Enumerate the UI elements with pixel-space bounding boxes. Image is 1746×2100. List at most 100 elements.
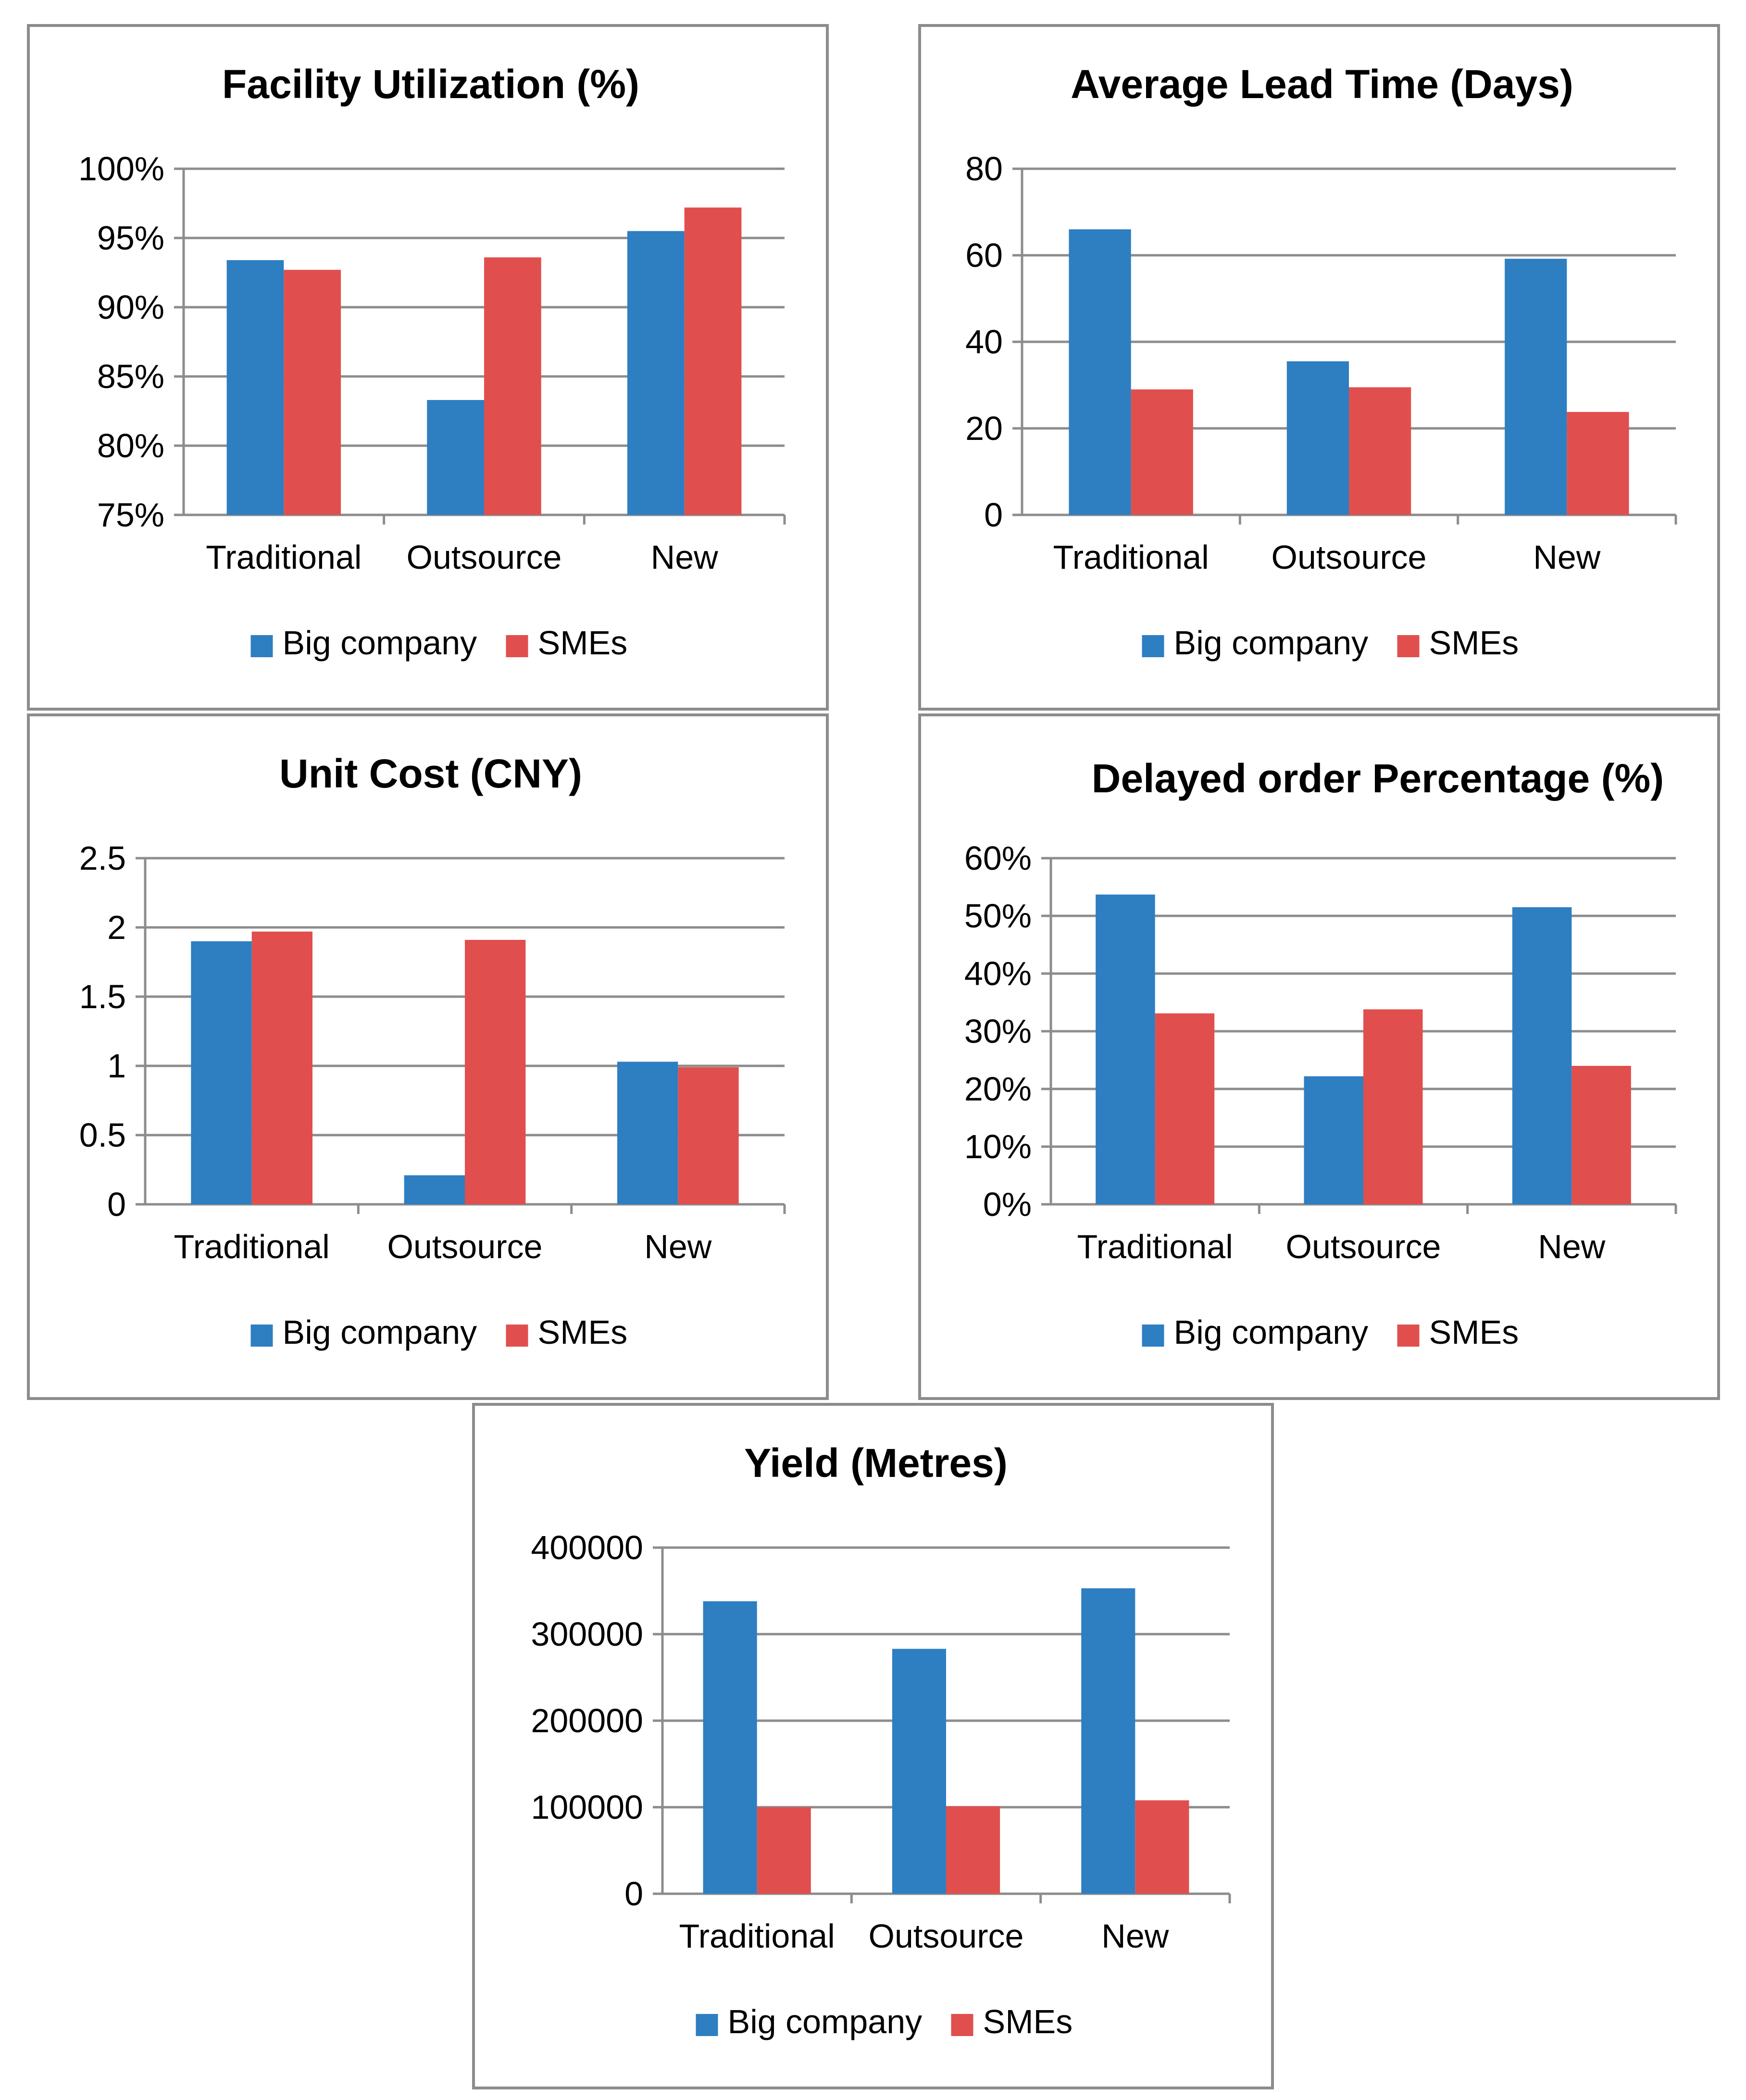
bar-big-company-traditional xyxy=(1096,894,1155,1204)
y-tick-label: 30% xyxy=(964,1012,1032,1050)
chart-facility-utilization: Facility Utilization (%) 75% 80% 85% 90% 95% 1… xyxy=(78,62,786,662)
bar-big-company-new xyxy=(1505,259,1567,515)
x-category-label: Outsource xyxy=(387,1228,543,1265)
y-tick-label: 75% xyxy=(97,496,164,534)
bar-big-company-new xyxy=(617,1062,678,1204)
bar-smes-traditional xyxy=(284,270,341,515)
legend-label-smes: SMEs xyxy=(1429,1313,1519,1351)
y-tick-label: 1 xyxy=(107,1047,126,1085)
legend-label-smes: SMEs xyxy=(538,624,628,662)
y-tick-label: 300000 xyxy=(531,1615,643,1653)
chart-panel-facility-utilization: Facility Utilization (%) 75% 80% 85% 90% 95% 1… xyxy=(27,24,829,711)
y-tick-label: 40% xyxy=(964,955,1032,992)
x-category-label: Traditional xyxy=(1053,538,1209,576)
bar-smes-traditional xyxy=(1131,389,1193,515)
bar-big-company-outsource xyxy=(427,400,484,515)
y-tick-label: 95% xyxy=(97,219,164,257)
y-tick-label: 80 xyxy=(965,150,1003,188)
bar-smes-new xyxy=(1571,1066,1631,1204)
x-category-label: Traditional xyxy=(679,1917,835,1955)
x-category-label: Outsource xyxy=(1286,1228,1441,1265)
legend-label-big-company: Big company xyxy=(283,624,477,662)
bar-smes-new xyxy=(678,1067,739,1204)
legend-label-big-company: Big company xyxy=(1174,1313,1369,1351)
bar-big-company-new xyxy=(1512,907,1572,1204)
x-category-label: Traditional xyxy=(206,538,362,576)
y-tick-label: 2 xyxy=(107,909,126,946)
chart-panel-yield: Yield (Metres) 0 100000 200000 300000 400000 T… xyxy=(472,1403,1274,2089)
chart-legend: Big company SMEs xyxy=(250,624,628,662)
legend-swatch-smes xyxy=(1397,1325,1420,1347)
y-tick-label: 40 xyxy=(965,323,1003,361)
legend-label-big-company: Big company xyxy=(1174,624,1369,662)
legend-swatch-smes xyxy=(506,635,528,657)
bar-big-company-new xyxy=(1081,1588,1135,1894)
legend-swatch-big-company xyxy=(250,635,273,657)
bar-big-company-outsource xyxy=(1286,361,1349,515)
chart-title: Unit Cost (CNY) xyxy=(279,751,582,796)
y-tick-label: 0.5 xyxy=(79,1116,126,1154)
chart-unit-cost: Unit Cost (CNY) 0 0.5 1 1.5 2 2.5 Traditional Ou… xyxy=(79,751,786,1351)
bar-smes-traditional xyxy=(1155,1013,1215,1204)
bar-big-company-outsource xyxy=(1304,1076,1363,1204)
x-category-label: Outsource xyxy=(407,538,562,576)
legend-swatch-big-company xyxy=(250,1325,273,1347)
chart-title: Facility Utilization (%) xyxy=(222,62,639,107)
legend-label-smes: SMEs xyxy=(1429,624,1519,662)
y-tick-label: 85% xyxy=(97,358,164,395)
y-tick-label: 0 xyxy=(107,1186,126,1223)
chart-panel-unit-cost: Unit Cost (CNY) 0 0.5 1 1.5 2 2.5 Traditional Ou… xyxy=(27,713,829,1400)
y-tick-label: 20% xyxy=(964,1070,1032,1108)
bar-smes-new xyxy=(684,207,742,515)
y-tick-label: 100% xyxy=(78,150,164,188)
legend-label-smes: SMEs xyxy=(538,1313,628,1351)
y-tick-label: 2.5 xyxy=(79,839,126,877)
chart-title: Yield (Metres) xyxy=(744,1440,1008,1486)
chart-average-lead-time: Average Lead Time (Days) 0 20 40 60 80 Traditi… xyxy=(965,62,1677,662)
y-tick-label: 1.5 xyxy=(79,978,126,1015)
y-tick-label: 10% xyxy=(964,1128,1032,1165)
bar-big-company-outsource xyxy=(892,1649,946,1894)
y-tick-label: 0 xyxy=(624,1875,643,1912)
y-tick-label: 20 xyxy=(965,410,1003,447)
bar-smes-outsource xyxy=(484,257,541,515)
bar-smes-new xyxy=(1567,412,1629,515)
bar-smes-outsource xyxy=(946,1806,1000,1894)
chart-legend: Big company SMEs xyxy=(1142,624,1519,662)
bar-smes-traditional xyxy=(251,931,313,1204)
chart-delayed-order-percentage: Delayed order Percentage (%) 0% 10% 20% 30% 4… xyxy=(964,756,1677,1351)
chart-panel-delayed-order-percentage: Delayed order Percentage (%) 0% 10% 20% 30% 4… xyxy=(918,713,1720,1400)
y-tick-label: 60 xyxy=(965,237,1003,274)
legend-label-big-company: Big company xyxy=(283,1313,477,1351)
bar-smes-new xyxy=(1135,1800,1189,1894)
chart-panel-average-lead-time: Average Lead Time (Days) 0 20 40 60 80 Traditi… xyxy=(918,24,1720,711)
chart-title: Delayed order Percentage (%) xyxy=(1092,756,1664,801)
bar-smes-outsource xyxy=(465,939,526,1204)
bar-big-company-traditional xyxy=(1069,229,1131,515)
legend-label-big-company: Big company xyxy=(728,2003,923,2040)
chart-legend: Big company SMEs xyxy=(1142,1313,1519,1351)
x-category-label: New xyxy=(1533,538,1600,576)
bar-smes-outsource xyxy=(1363,1009,1423,1204)
legend-swatch-big-company xyxy=(1142,1325,1164,1347)
chart-legend: Big company SMEs xyxy=(696,2003,1073,2040)
x-category-label: New xyxy=(644,1228,711,1265)
x-category-label: Traditional xyxy=(174,1228,330,1265)
y-tick-label: 400000 xyxy=(531,1529,643,1566)
chart-legend: Big company SMEs xyxy=(250,1313,628,1351)
y-tick-label: 50% xyxy=(964,897,1032,935)
y-tick-label: 60% xyxy=(964,839,1032,877)
y-tick-label: 100000 xyxy=(531,1788,643,1826)
y-tick-label: 0% xyxy=(983,1186,1032,1223)
bar-big-company-new xyxy=(627,231,685,515)
chart-title: Average Lead Time (Days) xyxy=(1071,62,1573,107)
x-category-label: New xyxy=(1101,1917,1169,1955)
bar-big-company-traditional xyxy=(226,260,284,515)
bar-big-company-outsource xyxy=(404,1175,465,1204)
legend-swatch-smes xyxy=(506,1325,528,1347)
legend-swatch-big-company xyxy=(1142,635,1164,657)
y-tick-label: 200000 xyxy=(531,1702,643,1739)
y-tick-label: 90% xyxy=(97,288,164,326)
x-category-label: Outsource xyxy=(869,1917,1024,1955)
x-category-label: New xyxy=(651,538,718,576)
